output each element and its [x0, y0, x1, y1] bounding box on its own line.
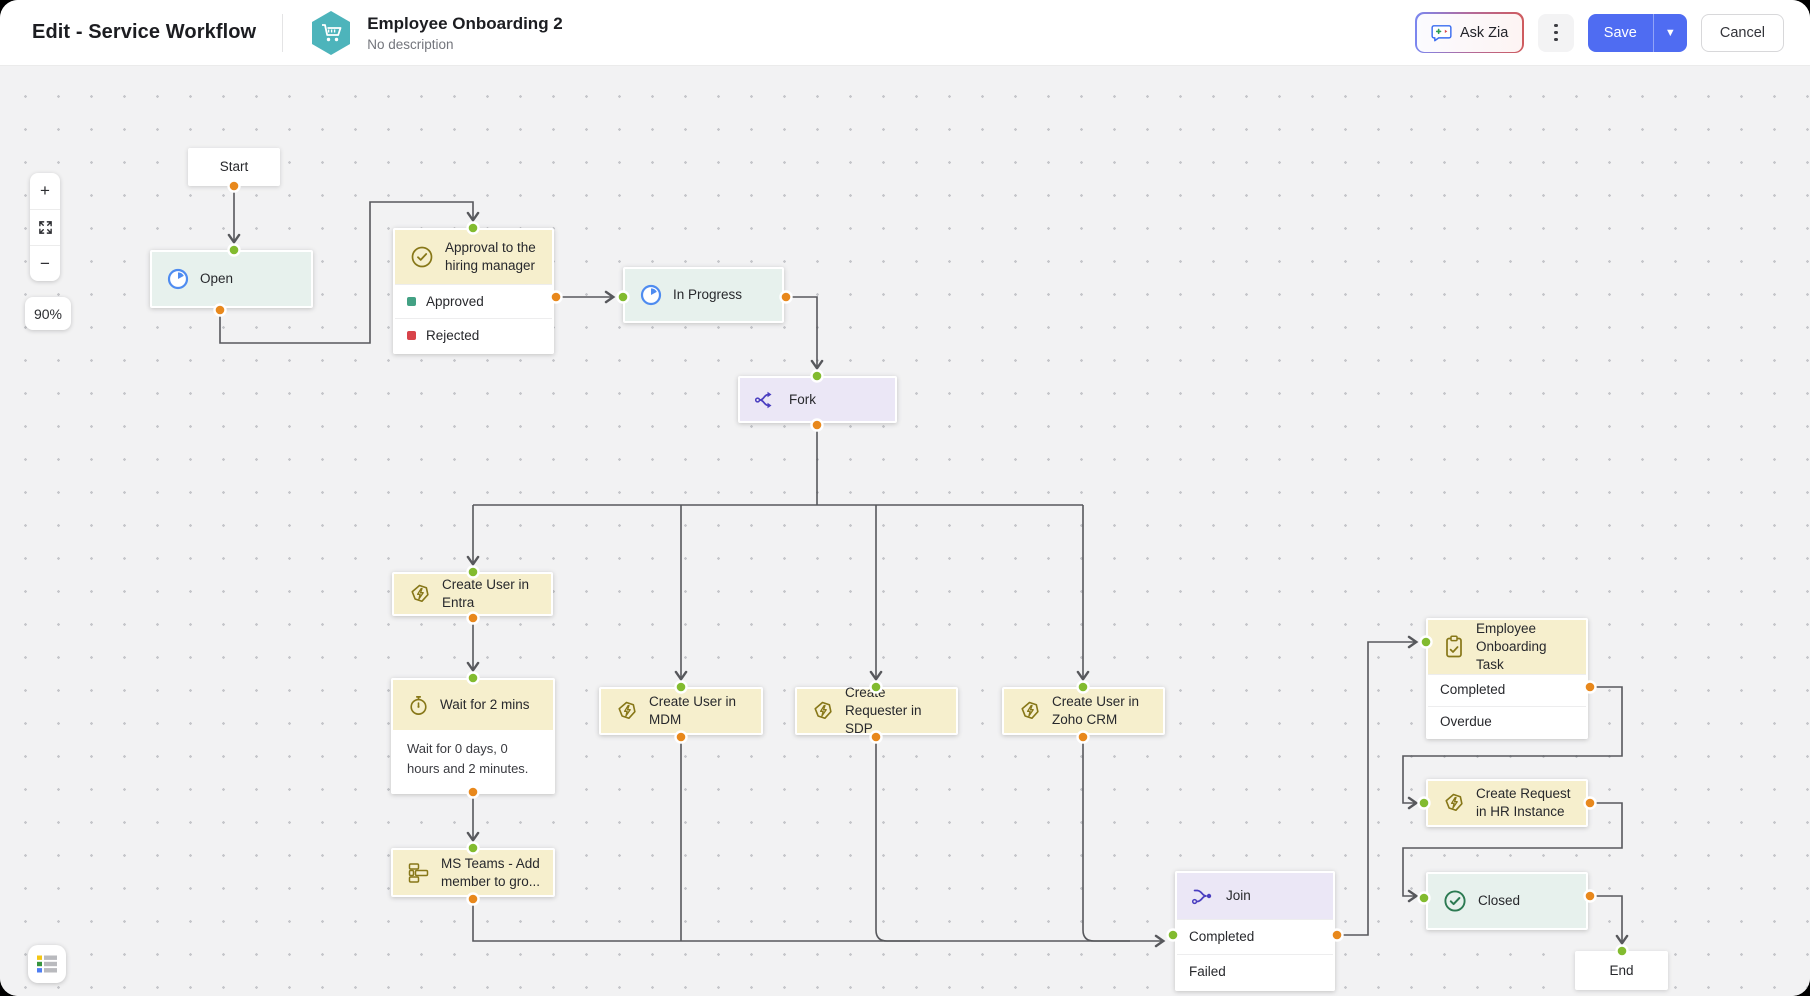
row-label: Failed [1189, 964, 1226, 980]
node-employee-onboarding-task[interactable]: Employee Onboarding Task Completed Overdue [1426, 618, 1588, 739]
workflow-title: Employee Onboarding 2 [367, 13, 563, 33]
node-label: Fork [789, 391, 816, 407]
status-pie-icon [639, 283, 663, 307]
workflow-subtitle: No description [367, 36, 454, 52]
node-row-completed[interactable]: Completed [1428, 674, 1586, 706]
node-title: Join [1226, 888, 1251, 904]
node-header: Approval to the hiring manager [395, 230, 552, 284]
node-in-progress[interactable]: In Progress [623, 267, 784, 323]
row-label: Completed [1189, 929, 1255, 945]
node-start[interactable]: Start [188, 148, 280, 186]
node-closed[interactable]: Closed [1426, 872, 1588, 930]
check-circle-icon [1442, 888, 1468, 914]
teams-group-icon [407, 862, 431, 884]
node-create-user-zoho-crm[interactable]: Create User in Zoho CRM [1002, 687, 1165, 735]
node-label: Create Request in HR Instance [1476, 786, 1571, 819]
page-title: Edit - Service Workflow [32, 21, 257, 43]
row-label: Overdue [1440, 713, 1492, 729]
header-actions: Ask Zia Save ▼ Cancel [1415, 12, 1784, 53]
nodes-layer: Start Open Approval to the hiring manage… [0, 66, 1810, 996]
save-dropdown-button[interactable]: ▼ [1652, 13, 1687, 52]
workflow-meta: Employee Onboarding 2 No description [367, 14, 563, 52]
kebab-menu-icon [1554, 23, 1558, 28]
zoom-level-indicator[interactable]: 90% [25, 297, 71, 330]
node-label: Create User in Entra [442, 577, 530, 610]
header-divider [282, 13, 284, 52]
node-fork[interactable]: Fork [738, 376, 897, 423]
node-row-completed[interactable]: Completed [1177, 919, 1333, 954]
zoom-toolbar: + − [30, 173, 60, 281]
node-label: MS Teams - Add member to gro... [441, 855, 541, 889]
status-pie-icon [166, 267, 190, 291]
chevron-down-icon: ▼ [1664, 26, 1676, 39]
node-header: Join [1177, 873, 1333, 919]
workflow-canvas[interactable]: + − 90% Start O [0, 66, 1810, 996]
row-label: Approved [426, 293, 484, 309]
node-label: Closed [1478, 893, 1521, 909]
fork-icon [754, 389, 779, 411]
node-label: Create User in Zoho CRM [1052, 694, 1140, 727]
action-bolt-icon [408, 582, 432, 606]
header-bar: Edit - Service Workflow Employee Onboard… [0, 0, 1810, 66]
node-label: Start [219, 159, 249, 175]
timer-icon [407, 694, 430, 717]
more-options-button[interactable] [1537, 13, 1574, 52]
row-label: Completed [1440, 682, 1506, 698]
row-status-bullet [407, 297, 416, 306]
workflow-hexagon-cart-icon [309, 9, 353, 57]
approval-check-icon [409, 244, 435, 270]
node-label: End [1609, 962, 1634, 978]
zoom-out-button[interactable]: − [30, 245, 60, 281]
action-bolt-icon [1018, 699, 1042, 723]
zia-chat-icon [1431, 23, 1452, 43]
save-split-button: Save ▼ [1587, 13, 1687, 52]
row-status-bullet [407, 331, 416, 340]
node-description: Wait for 0 days, 0 hours and 2 minutes. [393, 730, 553, 792]
node-join[interactable]: Join Completed Failed [1175, 871, 1335, 991]
ask-zia-label: Ask Zia [1459, 24, 1509, 41]
node-end[interactable]: End [1575, 951, 1668, 990]
node-open[interactable]: Open [150, 250, 313, 308]
node-create-requester-sdp[interactable]: Create Requester in SDP [795, 685, 958, 736]
node-label: Wait for 2 mins [440, 697, 530, 713]
node-label: Create User in MDM [649, 694, 737, 727]
node-wait-2-mins[interactable]: Wait for 2 mins Wait for 0 days, 0 hours… [391, 678, 555, 794]
action-bolt-icon [615, 699, 639, 723]
node-row-failed[interactable]: Failed [1177, 954, 1333, 989]
node-row-rejected[interactable]: Rejected [395, 318, 552, 352]
cancel-button[interactable]: Cancel [1700, 13, 1784, 52]
node-approval[interactable]: Approval to the hiring manager Approved Re… [393, 228, 554, 354]
node-header: Wait for 2 mins [393, 680, 553, 730]
node-create-user-mdm[interactable]: Create User in MDM [599, 687, 763, 735]
node-create-request-hr[interactable]: Create Request in HR Instance [1426, 779, 1588, 827]
action-bolt-icon [1442, 791, 1466, 815]
node-title: Approval to the hiring manager [445, 240, 536, 273]
fit-to-screen-button[interactable] [30, 209, 60, 245]
row-label: Rejected [426, 327, 480, 343]
clipboard-check-icon [1442, 634, 1466, 660]
node-ms-teams-add-member[interactable]: MS Teams - Add member to gro... [391, 848, 555, 897]
legend-icon [37, 955, 57, 973]
expand-icon [38, 221, 52, 234]
action-bolt-icon [811, 699, 835, 723]
legend-button[interactable] [28, 945, 66, 983]
join-icon [1191, 885, 1216, 907]
ask-zia-button[interactable]: Ask Zia [1415, 12, 1524, 53]
node-label: Open [200, 271, 234, 287]
save-button[interactable]: Save [1587, 13, 1653, 52]
node-row-overdue[interactable]: Overdue [1428, 705, 1586, 737]
node-row-approved[interactable]: Approved [395, 284, 552, 318]
node-label: In Progress [673, 287, 743, 303]
node-header: Employee Onboarding Task [1428, 620, 1586, 674]
node-create-user-entra[interactable]: Create User in Entra [392, 572, 553, 616]
zoom-in-button[interactable]: + [40, 181, 50, 200]
node-title: Employee Onboarding Task [1476, 621, 1547, 672]
node-label: Create Requester in SDP [845, 685, 922, 736]
